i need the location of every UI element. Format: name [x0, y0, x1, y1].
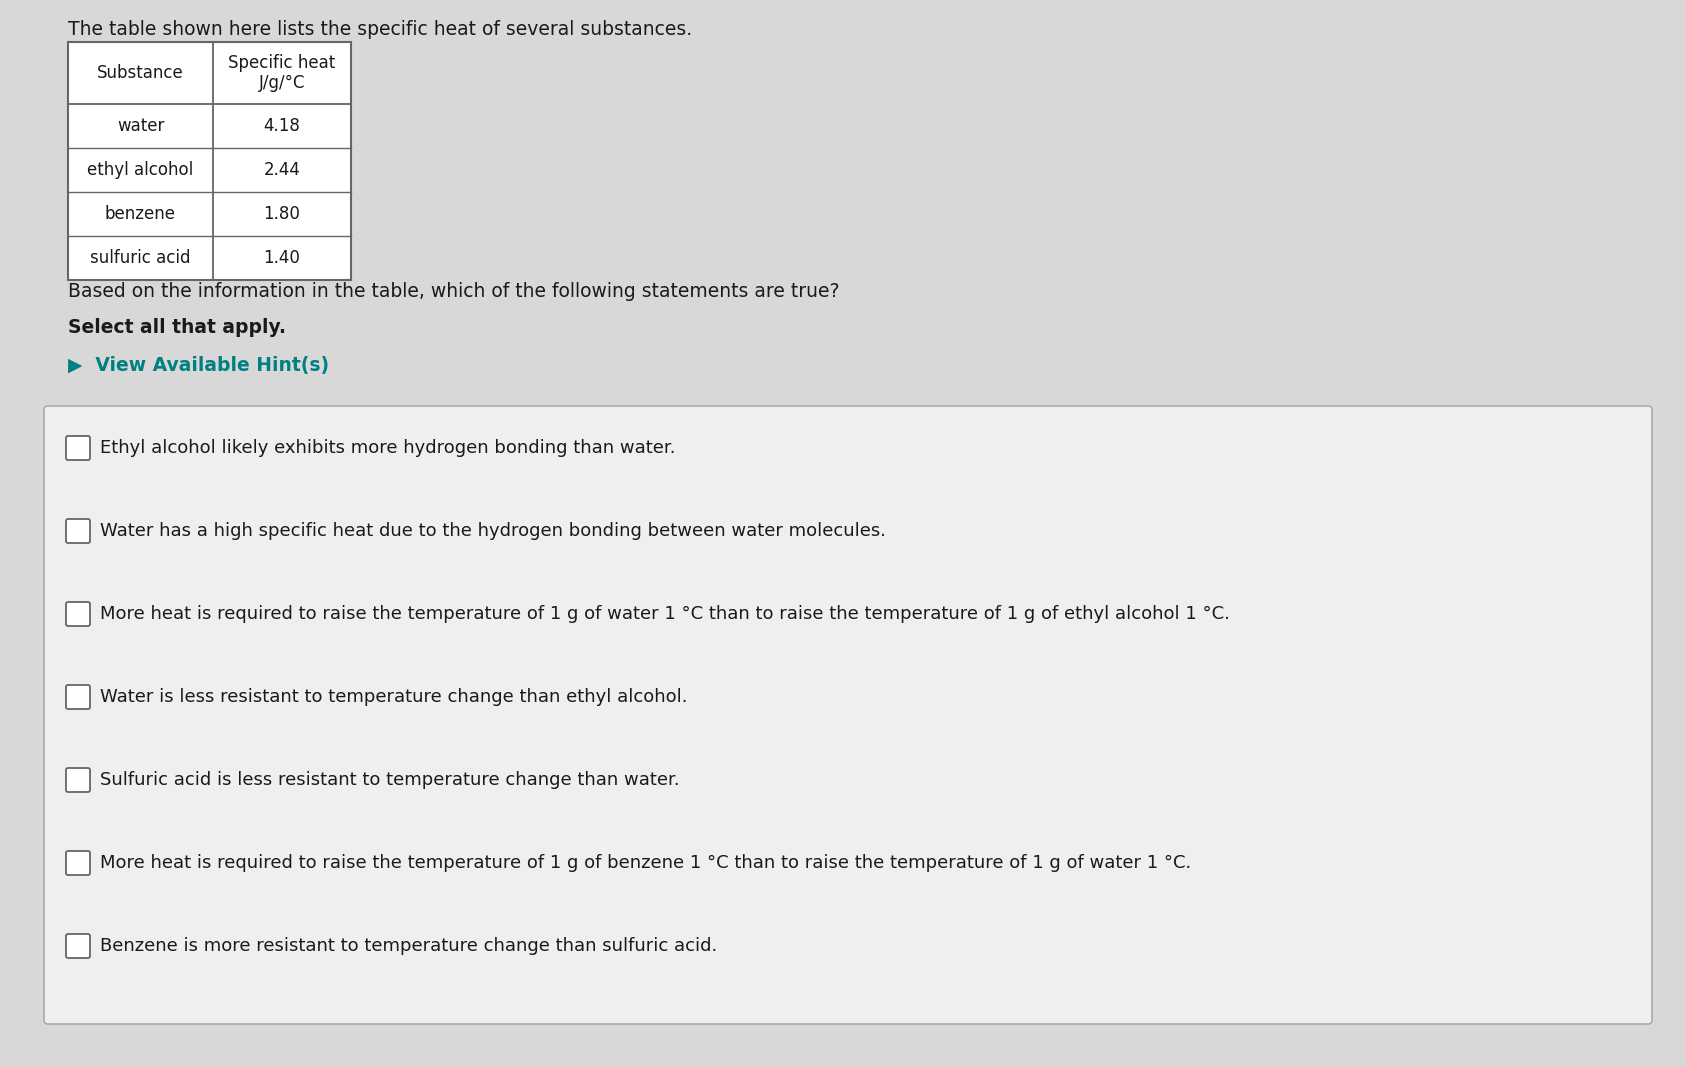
Text: Ethyl alcohol likely exhibits more hydrogen bonding than water.: Ethyl alcohol likely exhibits more hydro… — [99, 439, 676, 457]
Text: 2.44: 2.44 — [263, 161, 300, 179]
Text: Substance: Substance — [98, 64, 184, 82]
Text: More heat is required to raise the temperature of 1 g of water 1 °C than to rais: More heat is required to raise the tempe… — [99, 605, 1230, 623]
Text: 1.80: 1.80 — [263, 205, 300, 223]
FancyBboxPatch shape — [66, 436, 89, 460]
Text: benzene: benzene — [104, 205, 175, 223]
Bar — [67, 42, 350, 280]
Text: Select all that apply.: Select all that apply. — [67, 318, 286, 337]
Text: Sulfuric acid is less resistant to temperature change than water.: Sulfuric acid is less resistant to tempe… — [99, 771, 679, 789]
Text: The table shown here lists the specific heat of several substances.: The table shown here lists the specific … — [67, 20, 693, 39]
Text: sulfuric acid: sulfuric acid — [91, 249, 190, 267]
Text: Benzene is more resistant to temperature change than sulfuric acid.: Benzene is more resistant to temperature… — [99, 937, 718, 955]
Text: ▶  View Available Hint(s): ▶ View Available Hint(s) — [67, 356, 329, 375]
Text: Water has a high specific heat due to the hydrogen bonding between water molecul: Water has a high specific heat due to th… — [99, 522, 886, 540]
FancyBboxPatch shape — [66, 519, 89, 543]
Text: Based on the information in the table, which of the following statements are tru: Based on the information in the table, w… — [67, 282, 839, 301]
FancyBboxPatch shape — [66, 602, 89, 626]
Text: Water is less resistant to temperature change than ethyl alcohol.: Water is less resistant to temperature c… — [99, 688, 687, 706]
Text: More heat is required to raise the temperature of 1 g of benzene 1 °C than to ra: More heat is required to raise the tempe… — [99, 854, 1191, 872]
FancyBboxPatch shape — [66, 768, 89, 792]
FancyBboxPatch shape — [44, 407, 1651, 1024]
Text: 4.18: 4.18 — [263, 117, 300, 136]
Text: ethyl alcohol: ethyl alcohol — [88, 161, 194, 179]
Text: 1.40: 1.40 — [263, 249, 300, 267]
FancyBboxPatch shape — [66, 851, 89, 875]
FancyBboxPatch shape — [66, 685, 89, 708]
Text: Specific heat
J/g/°C: Specific heat J/g/°C — [229, 53, 335, 93]
Text: water: water — [116, 117, 163, 136]
FancyBboxPatch shape — [66, 934, 89, 958]
